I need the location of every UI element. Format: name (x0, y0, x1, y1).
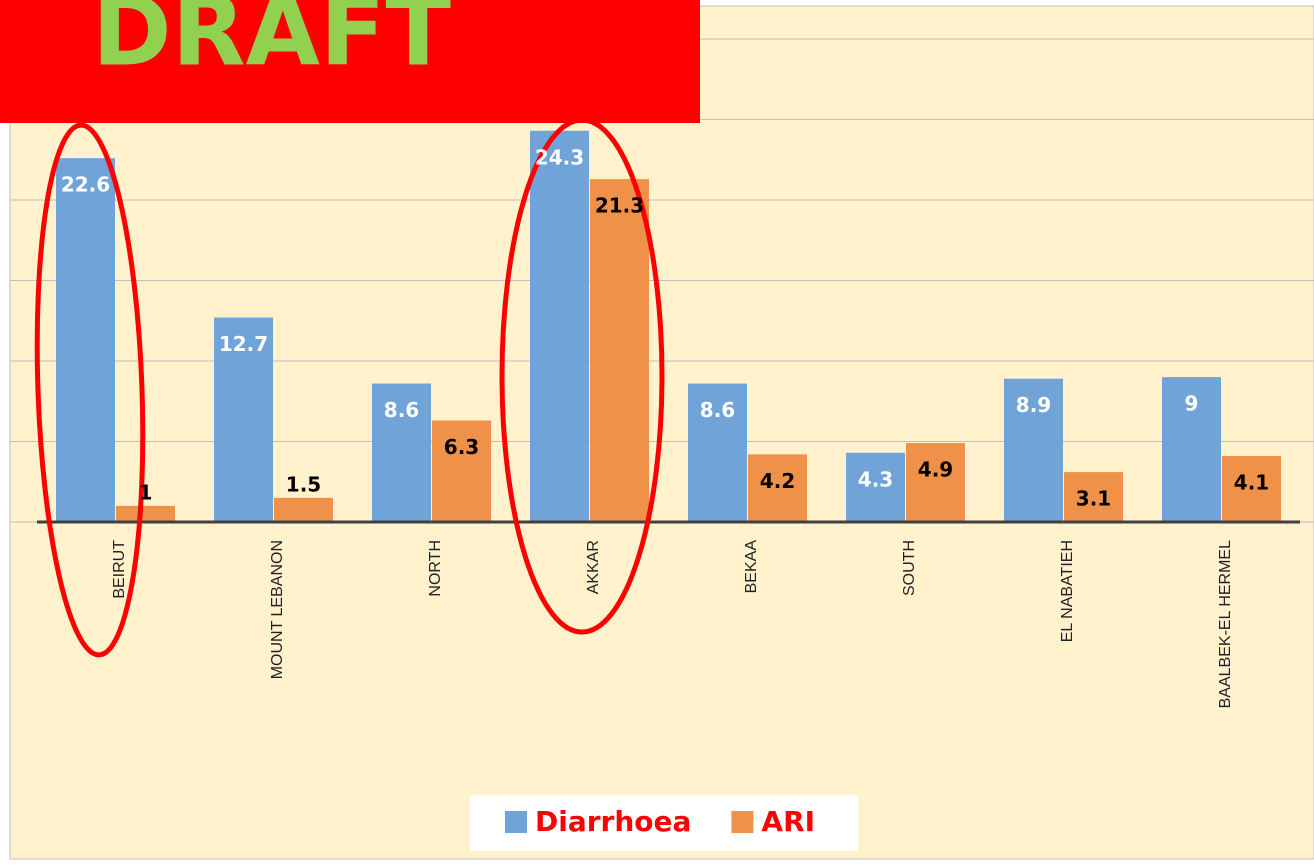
x-tick-label: BEIRUT (111, 540, 128, 599)
value-label: 4.9 (918, 458, 953, 482)
bar (906, 443, 965, 522)
bar (1004, 378, 1063, 522)
value-label: 8.6 (700, 398, 735, 422)
x-tick-label: BEKAA (743, 540, 760, 594)
bar (530, 130, 589, 522)
bar (372, 383, 431, 522)
bar (846, 452, 905, 522)
value-label: 4.2 (760, 469, 795, 493)
x-tick-label: EL NABATIEH (1059, 540, 1076, 642)
x-tick-label: SOUTH (901, 540, 918, 596)
bar (1064, 472, 1123, 522)
legend-swatch (731, 811, 754, 833)
value-label: 21.3 (595, 194, 644, 218)
value-label: 6.3 (444, 435, 479, 459)
value-label: 22.6 (61, 173, 110, 197)
value-label: 4.1 (1234, 470, 1269, 494)
bar (214, 317, 273, 522)
bar (274, 497, 333, 522)
value-label: 1.5 (286, 472, 321, 496)
x-tick-label: BAALBEK-EL HERMEL (1217, 540, 1234, 708)
draft-text: DRAFT (92, 0, 451, 87)
value-label: 9 (1185, 392, 1199, 416)
bar (688, 383, 747, 522)
value-label: 12.7 (219, 332, 268, 356)
value-label: 4.3 (858, 467, 893, 491)
x-tick-label: NORTH (427, 540, 444, 597)
value-label: 24.3 (535, 145, 584, 169)
bar (590, 179, 649, 522)
legend-swatch (505, 811, 527, 833)
value-label: 8.6 (384, 398, 419, 422)
bar (56, 158, 115, 522)
x-tick-label: AKKAR (585, 540, 602, 594)
bar (432, 420, 491, 522)
x-tick-label: MOUNT LEBANON (269, 540, 286, 679)
bar (1162, 377, 1221, 522)
legend-box (470, 795, 858, 851)
bar (1222, 455, 1281, 522)
draft-banner (0, 0, 700, 123)
legend-label: Diarrhoea (535, 805, 691, 838)
legend-label: ARI (761, 805, 815, 838)
bar (116, 505, 175, 522)
value-label: 8.9 (1016, 393, 1051, 417)
bar (748, 454, 807, 522)
annotation-ellipse (34, 122, 146, 658)
value-label: 3.1 (1076, 487, 1111, 511)
value-label: 1 (139, 480, 153, 504)
